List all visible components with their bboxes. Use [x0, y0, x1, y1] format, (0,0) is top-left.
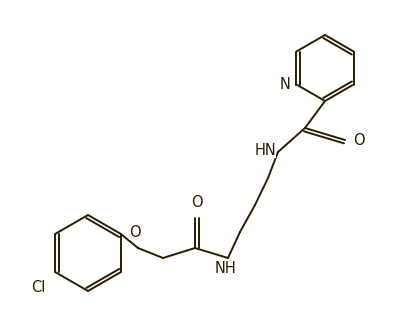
Text: Cl: Cl: [31, 280, 45, 295]
Text: HN: HN: [254, 142, 276, 157]
Text: N: N: [279, 77, 290, 92]
Text: NH: NH: [215, 261, 237, 276]
Text: O: O: [353, 133, 365, 147]
Text: O: O: [191, 195, 203, 210]
Text: O: O: [129, 225, 141, 240]
